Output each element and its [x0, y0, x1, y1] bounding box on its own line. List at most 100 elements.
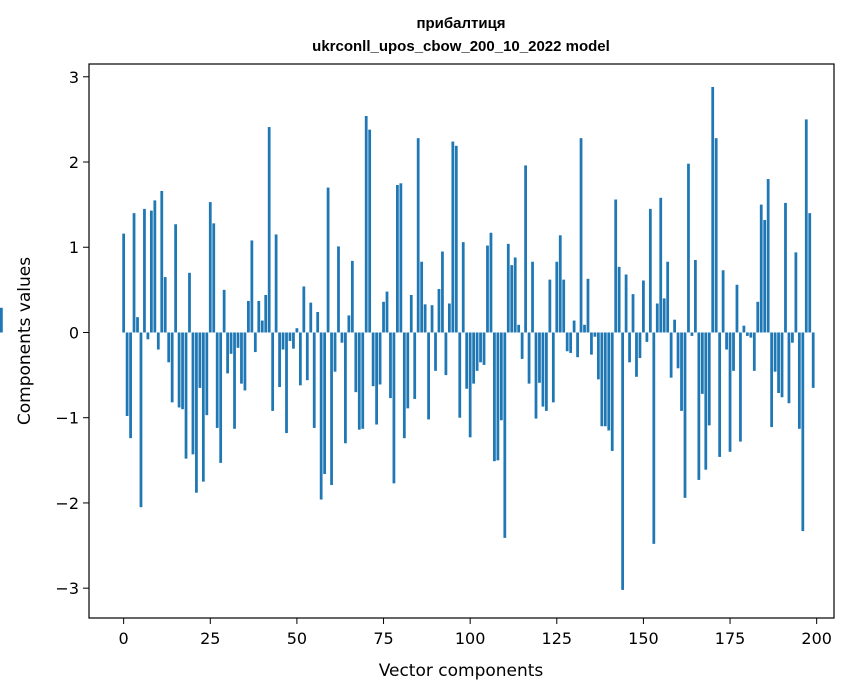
- bar-76: [385, 291, 389, 333]
- bar-95: [451, 141, 455, 333]
- bar-17: [181, 332, 184, 410]
- bar-35: [243, 332, 247, 391]
- bar-109: [499, 332, 503, 421]
- bar-124: [551, 332, 555, 403]
- bar-111: [506, 243, 510, 333]
- bar-175: [728, 332, 732, 452]
- bar-107: [493, 332, 496, 462]
- bar-49: [292, 332, 295, 349]
- bar-183: [756, 301, 760, 333]
- bar-79: [396, 185, 399, 333]
- bar-50: [295, 328, 299, 333]
- bar-103: [479, 332, 482, 363]
- bar-108: [496, 332, 500, 461]
- bar-82: [406, 332, 410, 409]
- bar-132: [579, 138, 583, 333]
- bar-144: [621, 332, 625, 590]
- bar-98: [461, 242, 465, 333]
- bar-184: [759, 204, 763, 333]
- bar-130: [572, 320, 576, 333]
- bar-187: [770, 332, 774, 428]
- bar-157: [666, 261, 670, 333]
- x-tick-label: 75: [373, 629, 393, 648]
- bar-99: [465, 332, 469, 389]
- bar-41: [264, 294, 268, 333]
- bar-119: [534, 332, 538, 419]
- bar-155: [659, 197, 663, 333]
- x-tick-label: 25: [200, 629, 220, 648]
- bar-90: [434, 332, 437, 371]
- bar-147: [631, 294, 635, 333]
- bar-74: [378, 332, 382, 385]
- y-axis-label: Components values: [15, 257, 35, 425]
- bar-80: [399, 183, 403, 333]
- bar-62: [337, 246, 340, 333]
- bar-198: [808, 213, 812, 333]
- bar-9: [153, 200, 157, 333]
- bar-84: [413, 332, 417, 399]
- chart-title-line-1: прибалтиця: [416, 15, 505, 32]
- bar-81: [402, 332, 406, 439]
- bar-8: [149, 210, 153, 333]
- bar-177: [735, 284, 739, 333]
- bar-30: [226, 332, 229, 374]
- bar-117: [527, 332, 531, 384]
- bar-19: [188, 272, 191, 333]
- bar-86: [420, 261, 424, 333]
- x-tick-label: 0: [119, 629, 129, 648]
- y-tick-label: 0: [69, 323, 79, 342]
- bar-75: [382, 301, 385, 333]
- bar-33: [236, 332, 240, 348]
- x-axis-ticks: 0 25 50 75 100 125 150 175 200: [119, 618, 832, 648]
- bar-39: [257, 300, 261, 333]
- bar-54: [309, 302, 313, 333]
- bar-185: [763, 219, 767, 333]
- bar-113: [513, 257, 517, 333]
- bar-174: [725, 332, 728, 350]
- y-tick-label: −2: [55, 494, 79, 513]
- bar-106: [489, 232, 493, 333]
- bar-4: [136, 317, 139, 333]
- bar-63: [340, 332, 344, 343]
- bar-60: [330, 332, 333, 486]
- bar-126: [558, 235, 562, 333]
- chart-title-line-2: ukrconll_upos_cbow_200_10_2022 model: [312, 38, 610, 55]
- bar-14: [170, 332, 174, 403]
- bar-0: [122, 233, 126, 333]
- bar-171: [714, 138, 718, 333]
- bar-53: [305, 332, 309, 381]
- bar-138: [600, 332, 604, 427]
- bar-100: [468, 332, 472, 438]
- bar-161: [680, 332, 683, 411]
- bar-180: [745, 332, 749, 336]
- bar-151: [645, 332, 649, 342]
- bar-169: [707, 332, 711, 426]
- x-tick-label: 150: [628, 629, 659, 648]
- bar-114: [517, 324, 521, 333]
- bar-182: [752, 332, 756, 371]
- bar-59: [326, 187, 330, 333]
- bar-16: [177, 332, 181, 408]
- bar-3: [132, 213, 136, 333]
- bar-189: [777, 332, 780, 393]
- bar-165: [694, 260, 697, 333]
- bar-47: [285, 332, 288, 434]
- bar-42: [267, 127, 271, 333]
- bar-152: [648, 208, 652, 333]
- bar-undefined: [0, 307, 3, 333]
- bar-45: [278, 332, 281, 388]
- bar-48: [288, 332, 292, 341]
- bar-58: [323, 332, 327, 474]
- x-tick-label: 175: [715, 629, 746, 648]
- bar-87: [423, 304, 427, 333]
- bar-102: [475, 332, 479, 371]
- y-tick-label: 2: [69, 153, 79, 172]
- bar-13: [167, 332, 171, 363]
- bar-7: [146, 332, 150, 340]
- bar-72: [371, 332, 375, 387]
- bar-31: [229, 332, 233, 354]
- bar-51: [298, 332, 302, 386]
- bar-186: [766, 179, 770, 333]
- bar-178: [739, 332, 742, 442]
